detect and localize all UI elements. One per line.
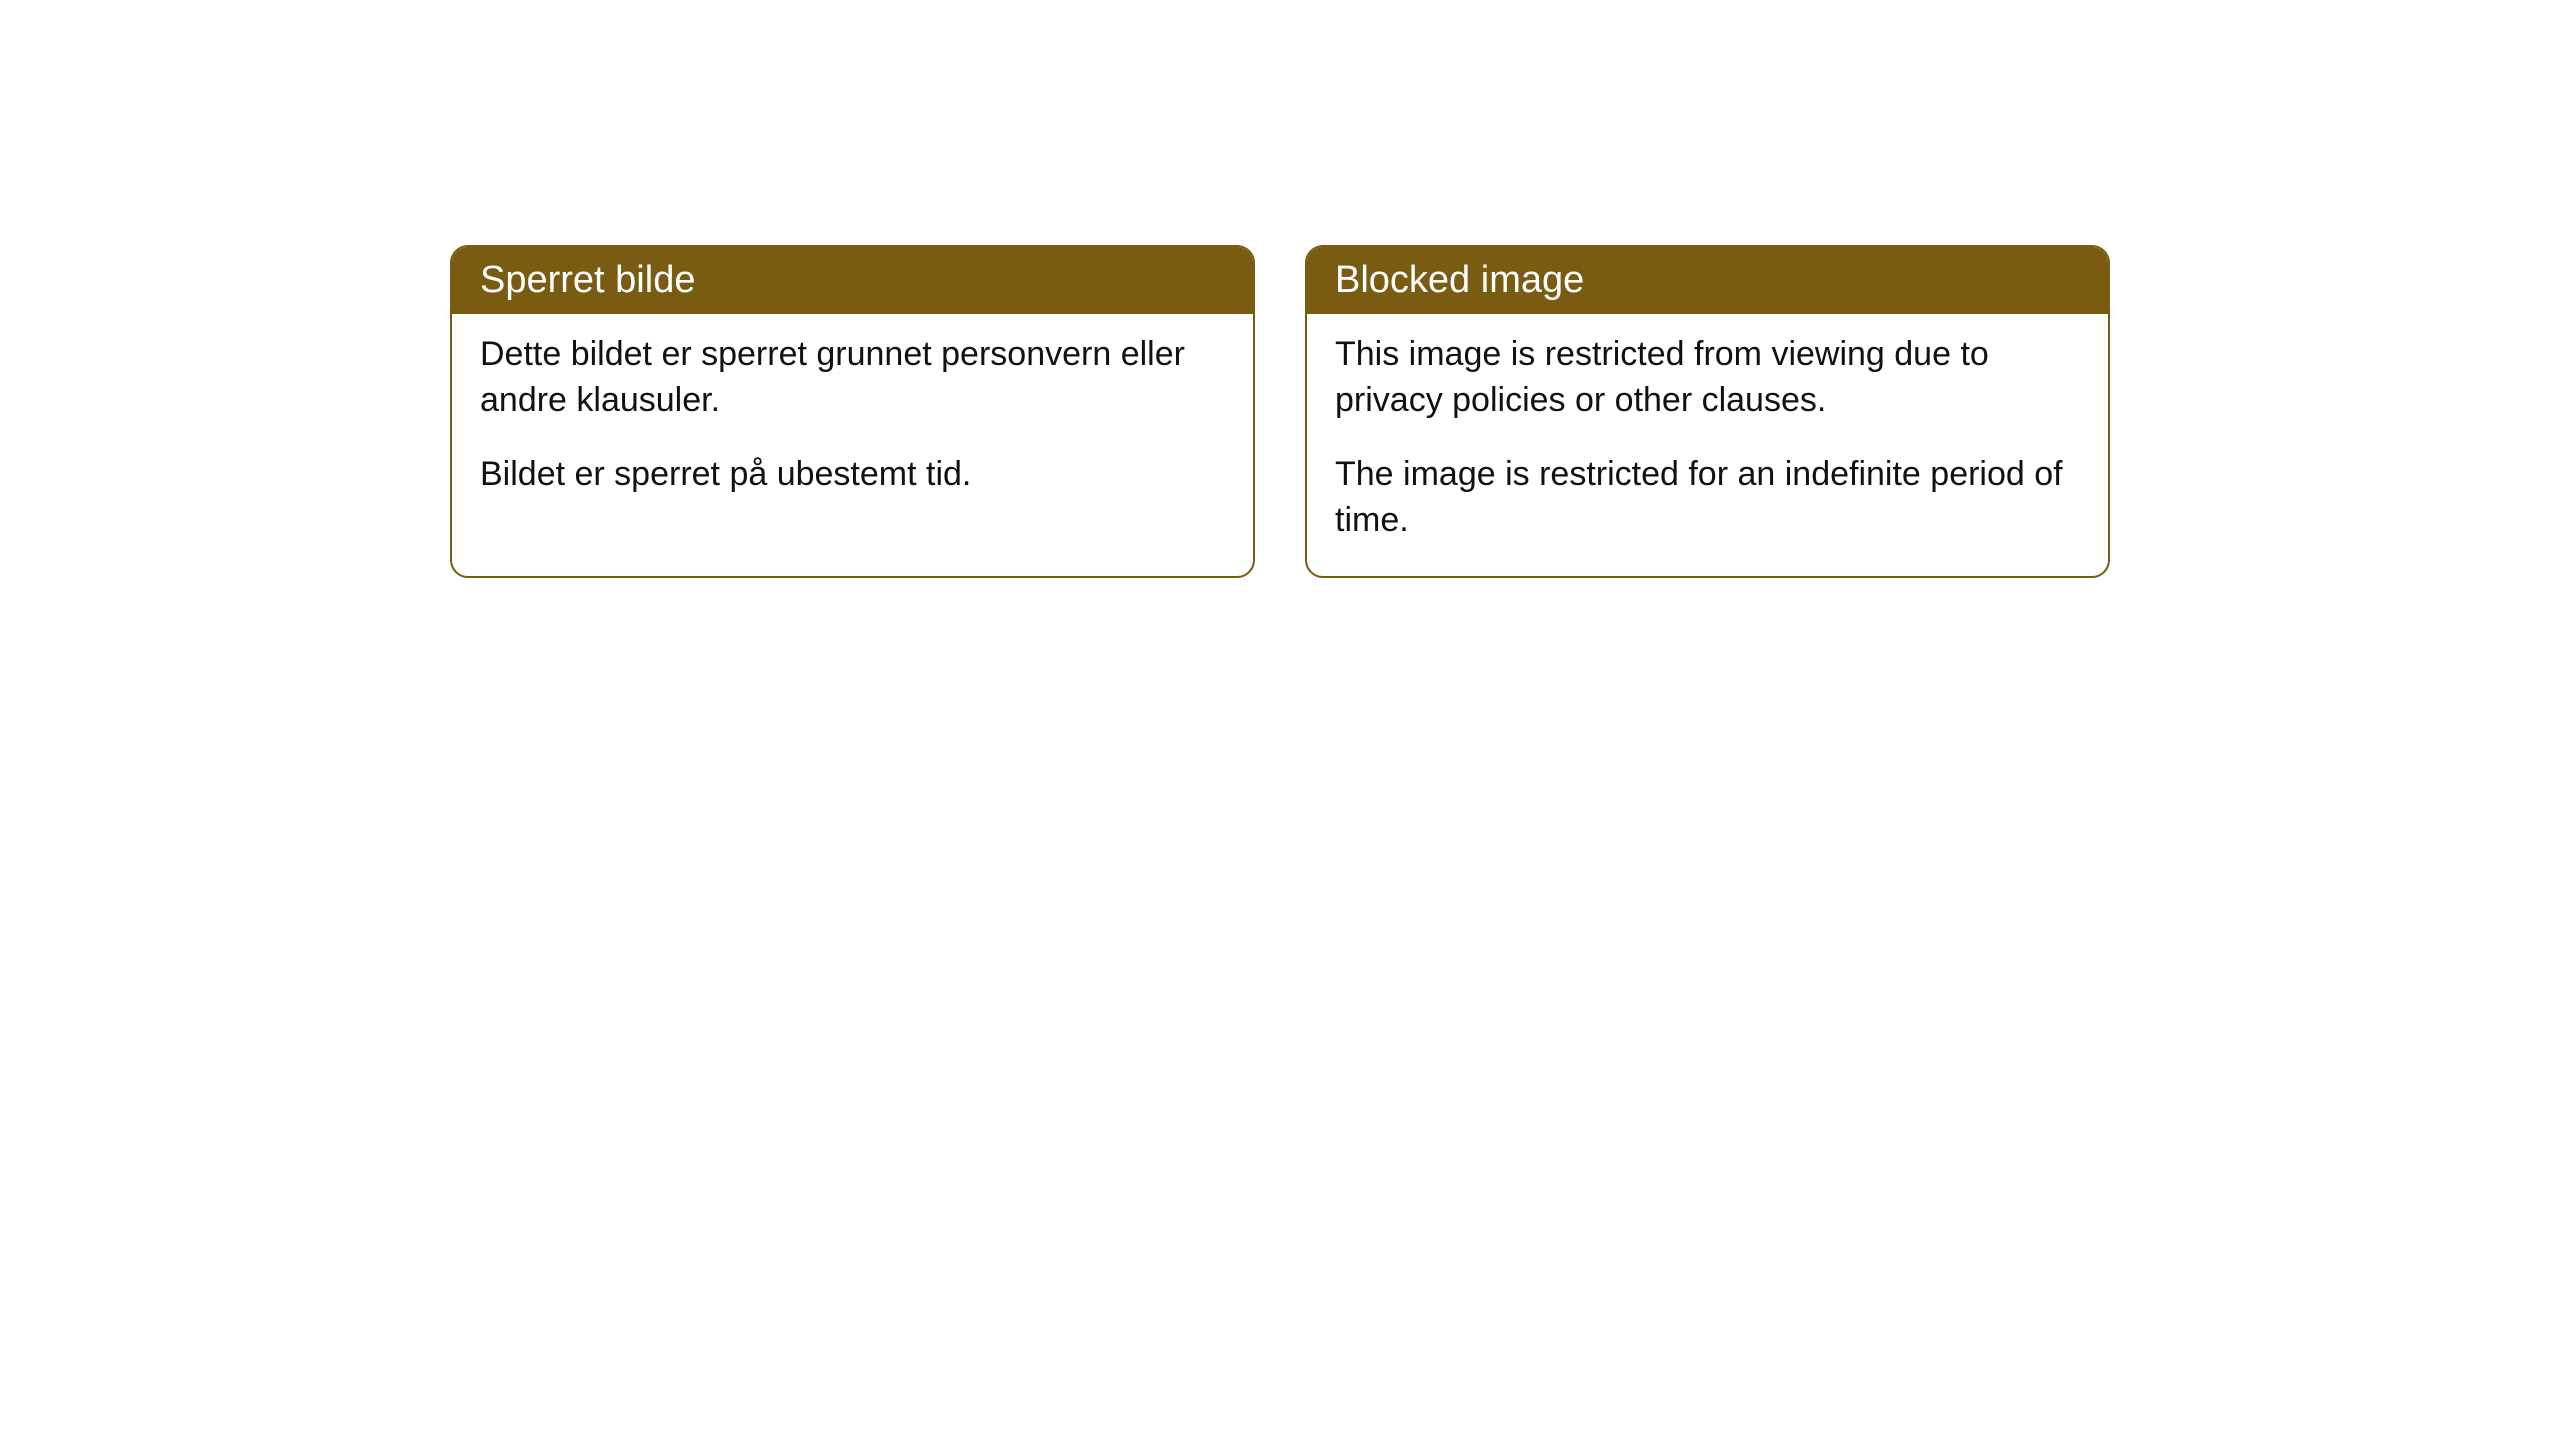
card-text-en-2: The image is restricted for an indefinit… bbox=[1335, 452, 2080, 544]
card-body-no: Dette bildet er sperret grunnet personve… bbox=[452, 314, 1253, 530]
cards-container: Sperret bilde Dette bildet er sperret gr… bbox=[0, 0, 2560, 578]
blocked-image-card-no: Sperret bilde Dette bildet er sperret gr… bbox=[450, 245, 1255, 578]
card-text-no-1: Dette bildet er sperret grunnet personve… bbox=[480, 332, 1225, 424]
card-text-en-1: This image is restricted from viewing du… bbox=[1335, 332, 2080, 424]
blocked-image-card-en: Blocked image This image is restricted f… bbox=[1305, 245, 2110, 578]
card-text-no-2: Bildet er sperret på ubestemt tid. bbox=[480, 452, 1225, 498]
card-body-en: This image is restricted from viewing du… bbox=[1307, 314, 2108, 576]
card-header-no: Sperret bilde bbox=[452, 247, 1253, 314]
card-header-en: Blocked image bbox=[1307, 247, 2108, 314]
